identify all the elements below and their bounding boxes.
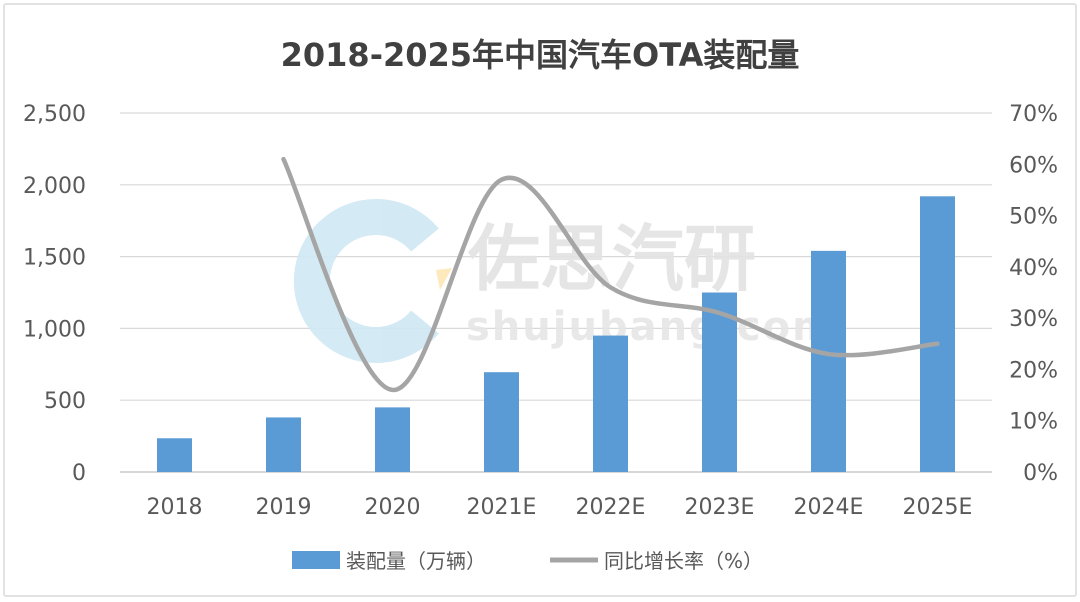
bar-2019	[266, 417, 301, 472]
y-left-tick-label: 1,000	[23, 317, 86, 342]
y-right-tick-label: 50%	[1009, 205, 1058, 230]
y-right-tick-label: 10%	[1009, 410, 1058, 435]
x-tick-label: 2024E	[794, 495, 864, 520]
bar-2018	[157, 438, 192, 472]
y-right-tick-label: 0%	[1023, 461, 1058, 486]
y-right-tick-label: 20%	[1009, 358, 1058, 383]
y-right-tick-label: 60%	[1009, 153, 1058, 178]
x-axis-labels: 2018 2019 2020 2021E 2022E 2023E 2024E 2025E	[147, 495, 973, 520]
x-tick-label: 2023E	[685, 495, 755, 520]
legend-bar-swatch	[292, 551, 340, 569]
bar-2024E	[811, 250, 846, 472]
bar-2025E	[920, 196, 955, 472]
bar-2022E	[593, 335, 628, 472]
bar-2021E	[484, 372, 519, 472]
x-tick-label: 2018	[147, 495, 203, 520]
y-right-tick-label: 40%	[1009, 256, 1058, 281]
x-tick-label: 2022E	[576, 495, 646, 520]
bar-series	[157, 196, 955, 472]
x-tick-label: 2019	[256, 495, 312, 520]
legend-line-label: 同比增长率（%）	[604, 549, 763, 573]
growth-rate-line	[281, 156, 940, 393]
y-right-tick-label: 70%	[1009, 102, 1058, 127]
bar-2020	[375, 407, 410, 472]
legend: 装配量（万辆） 同比增长率（%）	[292, 549, 763, 573]
legend-bar-label: 装配量（万辆）	[346, 549, 486, 573]
watermark-logo-accent-icon	[436, 268, 452, 290]
y-left-tick-label: 2,500	[23, 102, 86, 127]
y-left-tick-label: 0	[72, 461, 86, 486]
x-tick-label: 2021E	[467, 495, 537, 520]
watermark-logo-icon	[293, 199, 439, 363]
gridlines: 0 500 1,000 1,500 2,000 2,500 0% 10% 20% 30% 40% 50…	[23, 102, 1058, 486]
x-tick-label: 2025E	[903, 495, 973, 520]
x-tick-label: 2020	[365, 495, 421, 520]
line-series	[281, 156, 940, 393]
y-left-tick-label: 1,500	[23, 246, 86, 271]
bar-2023E	[702, 292, 737, 472]
y-left-tick-label: 500	[44, 389, 86, 414]
y-right-tick-label: 30%	[1009, 307, 1058, 332]
chart-title: 2018-2025年中国汽车OTA装配量	[281, 36, 800, 74]
watermark-url-text: shujubang.com	[466, 304, 836, 350]
y-left-tick-label: 2,000	[23, 174, 86, 199]
